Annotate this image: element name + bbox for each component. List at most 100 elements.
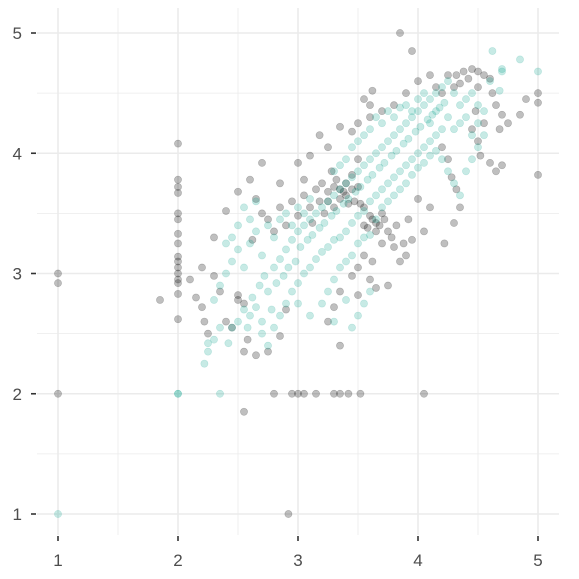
data-point-black	[368, 257, 377, 266]
data-point-teal	[414, 149, 422, 158]
data-point-black	[452, 185, 461, 194]
data-point-black	[228, 323, 236, 332]
data-point-teal	[336, 233, 344, 242]
data-point-black	[324, 187, 332, 196]
data-point-black	[332, 175, 341, 184]
data-point-teal	[312, 209, 320, 218]
data-point-black	[342, 179, 350, 188]
data-point-teal	[327, 211, 336, 220]
data-point-teal	[428, 110, 437, 119]
data-point-black	[420, 389, 428, 398]
data-point-teal	[348, 173, 356, 182]
data-point-teal	[200, 359, 209, 368]
data-point-black	[492, 101, 500, 110]
data-point-teal	[339, 199, 348, 208]
data-point-teal	[423, 115, 432, 124]
data-point-black	[339, 187, 348, 196]
data-point-teal	[294, 279, 302, 288]
data-point-black	[174, 263, 182, 272]
data-point-black	[354, 291, 362, 300]
data-point-black	[444, 71, 452, 79]
data-point-black	[174, 189, 182, 197]
grid-major	[37, 8, 559, 535]
data-point-teal	[426, 95, 434, 104]
data-point-black	[360, 221, 368, 230]
data-point-teal	[54, 510, 62, 518]
data-point-teal	[255, 281, 264, 290]
data-point-teal	[288, 221, 296, 230]
data-point-teal	[288, 235, 296, 244]
data-point-teal	[402, 179, 410, 188]
data-point-black	[252, 351, 260, 360]
data-point-black	[456, 203, 464, 212]
data-point-teal	[330, 275, 338, 284]
data-point-teal	[360, 207, 368, 215]
data-point-teal	[356, 183, 365, 191]
data-point-teal	[315, 223, 324, 232]
data-point-teal	[354, 137, 362, 146]
data-point-black	[498, 161, 506, 170]
data-point-black	[198, 303, 206, 312]
data-point-teal	[210, 296, 218, 304]
data-point-teal	[414, 95, 422, 104]
data-point-black	[390, 243, 398, 251]
data-point-black	[312, 389, 320, 398]
data-point-black	[216, 287, 224, 296]
data-point-black	[432, 83, 440, 92]
data-point-black	[186, 275, 194, 284]
data-point-black	[174, 209, 182, 218]
data-point-black	[252, 195, 260, 203]
data-point-black	[294, 158, 302, 167]
data-point-black	[288, 197, 296, 206]
data-point-black	[420, 227, 428, 236]
data-point-teal	[246, 215, 254, 224]
data-point-teal	[402, 119, 410, 128]
data-point-teal	[354, 311, 362, 320]
data-point-teal	[390, 191, 398, 200]
data-point-black	[366, 101, 374, 110]
data-point-teal	[432, 107, 440, 116]
data-point-black	[288, 389, 296, 398]
data-point-teal	[474, 119, 482, 128]
data-point-black	[360, 95, 368, 104]
data-point-black	[204, 329, 212, 338]
data-point-teal	[462, 167, 470, 176]
data-point-black	[360, 203, 368, 212]
data-point-black	[330, 303, 338, 312]
data-point-teal	[312, 255, 320, 263]
data-point-black	[380, 215, 389, 224]
data-point-teal	[375, 163, 384, 172]
data-point-black	[276, 332, 284, 340]
data-point-black	[174, 290, 182, 298]
data-point-teal	[270, 323, 278, 332]
data-point-black	[222, 317, 230, 326]
data-point-teal	[420, 143, 428, 152]
data-point-teal	[248, 293, 257, 302]
data-point-teal	[384, 107, 392, 116]
data-point-teal	[432, 89, 440, 98]
data-point-black	[360, 251, 368, 260]
data-point-teal	[426, 119, 434, 128]
data-point-teal	[420, 101, 428, 110]
data-point-black	[222, 207, 230, 215]
data-point-black	[354, 263, 362, 272]
data-point-teal	[372, 191, 380, 200]
data-point-teal	[420, 158, 428, 167]
data-point-teal	[246, 311, 254, 320]
data-point-teal	[456, 101, 464, 110]
data-point-teal	[390, 173, 398, 182]
data-point-black	[348, 271, 356, 280]
data-point-teal	[348, 251, 356, 260]
data-point-teal	[363, 175, 372, 184]
data-point-black	[174, 183, 182, 191]
data-point-teal	[348, 143, 356, 152]
data-point-teal	[432, 131, 440, 140]
data-point-teal	[306, 215, 314, 224]
data-point-teal	[516, 55, 524, 64]
data-point-teal	[270, 263, 278, 272]
data-point-teal	[450, 125, 458, 134]
data-point-teal	[435, 103, 444, 112]
data-point-black	[366, 275, 374, 284]
data-point-black	[402, 89, 410, 98]
data-point-black	[348, 185, 356, 194]
